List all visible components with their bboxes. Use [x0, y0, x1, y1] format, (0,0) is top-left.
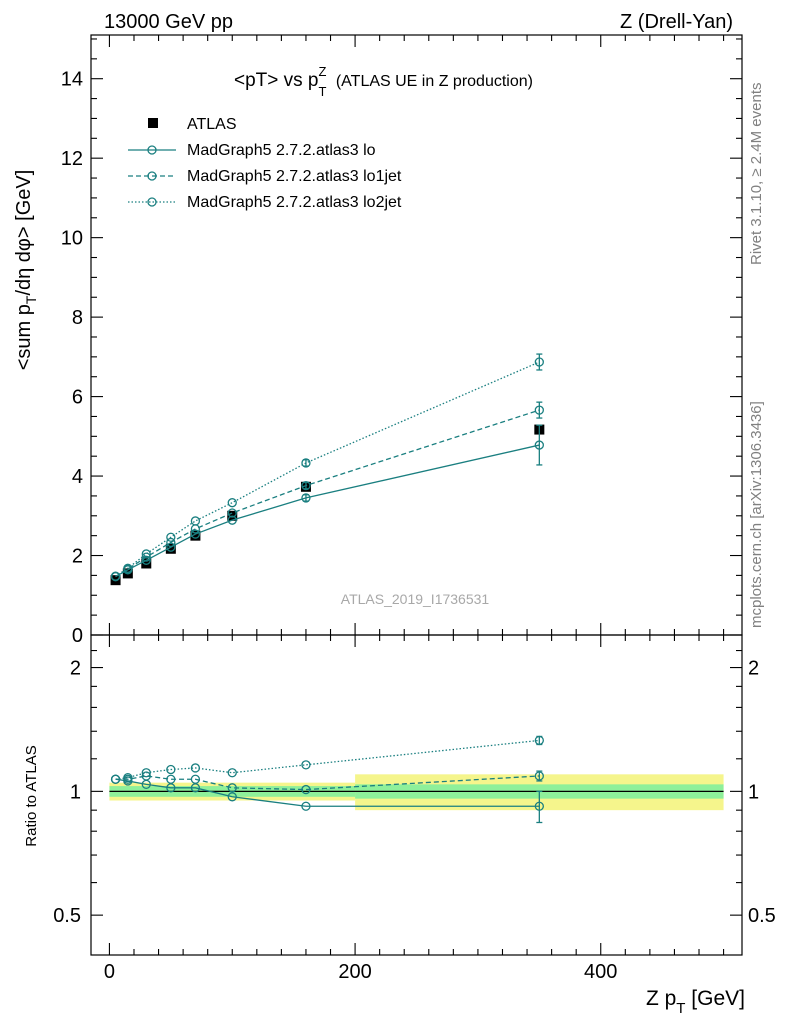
data-point: [190, 530, 201, 541]
ratio-uncertainty-band: [109, 774, 724, 811]
series-point: [190, 529, 201, 539]
series-point: [227, 515, 237, 525]
x-axis-label: Z pT [GeV]: [646, 987, 745, 1017]
title-description: (ATLAS UE in Z production): [331, 73, 533, 90]
main-ytick-label: 12: [61, 148, 83, 170]
legend-marker-lo2jet: [147, 197, 157, 207]
series-point: [227, 498, 237, 508]
ratio-point: [141, 771, 151, 781]
ratio-point: [301, 760, 311, 770]
series-point: [166, 542, 176, 552]
legend-marker-atlas: [148, 118, 158, 128]
legend-label-lo1jet: MadGraph5 2.7.2.atlas3 lo1jet: [187, 168, 402, 185]
ratio-point: [227, 768, 237, 778]
main-ytick-label: 4: [72, 466, 83, 488]
legend-marker-lo1jet: [147, 171, 157, 181]
ratio-point: [301, 784, 311, 795]
ratio-point: [166, 774, 176, 784]
title-pt-label: <pT> vs p: [234, 70, 319, 91]
mcplots-label: mcplots.cern.ch [arXiv:1306.3436]: [748, 401, 765, 628]
title-subscript: T: [319, 84, 327, 99]
ratio-point: [227, 783, 237, 793]
ratio-point: [123, 772, 133, 783]
xtick-label: 0: [104, 961, 115, 983]
series-point: [190, 516, 201, 526]
ratio-line: [115, 739, 540, 780]
main-series-lo1jet: [110, 401, 544, 582]
main-series-layer: [110, 353, 545, 586]
ratio-point: [227, 792, 237, 802]
main-title: <pT> vs pTZ (ATLAS UE in Z production): [234, 64, 533, 99]
main-ytick-label: 0: [72, 625, 83, 647]
legend: ATLAS MadGraph5 2.7.2.atlas3 lo MadGraph…: [128, 116, 402, 211]
series-line: [115, 444, 540, 578]
ratio-line: [115, 775, 540, 791]
series-point: [534, 405, 544, 415]
main-ytick-label: 6: [72, 387, 83, 409]
ratio-series-lo2jet: [110, 735, 544, 784]
ratio-ytick-label-right: 0.5: [748, 905, 776, 927]
legend-label-lo: MadGraph5 2.7.2.atlas3 lo: [187, 142, 376, 159]
ratio-ytick-label-right: 2: [748, 658, 759, 680]
ratio-series-lo1jet: [110, 770, 544, 795]
rivet-label: Rivet 3.1.10, ≥ 2.4M events: [748, 83, 765, 266]
main-ylabel: <sum pT/dη dφ> [GeV]: [13, 170, 39, 371]
ratio-panel-frame: [90, 634, 743, 956]
main-series-lo: [110, 424, 544, 582]
ratio-ylabel: Ratio to ATLAS: [23, 745, 40, 846]
legend-label-lo2jet: MadGraph5 2.7.2.atlas3 lo2jet: [187, 194, 402, 211]
series-line: [115, 361, 540, 577]
ratio-ytick-label: 1: [70, 781, 81, 803]
series-point: [166, 537, 176, 548]
analysis-watermark: ATLAS_2019_I1736531: [341, 591, 490, 607]
ratio-point: [534, 801, 544, 811]
title-superscript: Z: [318, 64, 326, 79]
ratio-point: [534, 771, 544, 781]
series-point: [166, 532, 176, 542]
main-series-lo2jet: [110, 353, 544, 581]
ratio-point: [301, 801, 311, 811]
data-point: [165, 543, 176, 554]
series-point: [141, 549, 151, 559]
header-right: Z (Drell-Yan): [620, 11, 733, 33]
ratio-point: [534, 735, 544, 746]
series-point: [141, 555, 151, 565]
series-point: [227, 508, 237, 518]
ratio-point: [110, 774, 121, 784]
ratio-ytick-label: 2: [70, 658, 81, 680]
ratio-series-layer: [110, 735, 544, 824]
series-point: [301, 458, 311, 468]
series-point: [110, 571, 121, 581]
series-point: [123, 563, 133, 573]
series-point: [301, 480, 311, 491]
main-ytick-label: 2: [72, 546, 83, 568]
xtick-label: 400: [584, 961, 617, 983]
main-series-atlas: [110, 424, 545, 586]
header-left: 13000 GeV pp: [104, 11, 233, 33]
ratio-ytick-label-right: 1: [748, 781, 759, 803]
data-point: [141, 558, 152, 569]
ratio-point: [190, 763, 201, 773]
ratio-ytick-label: 0.5: [53, 905, 81, 927]
series-point: [301, 493, 311, 503]
ratio-point: [141, 768, 151, 778]
main-ytick-label: 8: [72, 307, 83, 329]
ratio-point: [166, 764, 176, 775]
series-point: [534, 440, 544, 450]
main-ytick-label: 10: [61, 228, 83, 250]
main-ytick-label: 14: [61, 69, 83, 91]
series-point: [534, 357, 544, 367]
ratio-point: [190, 774, 201, 784]
legend-marker-lo: [147, 145, 157, 155]
xtick-label: 200: [338, 961, 371, 983]
legend-label-atlas: ATLAS: [187, 116, 237, 133]
